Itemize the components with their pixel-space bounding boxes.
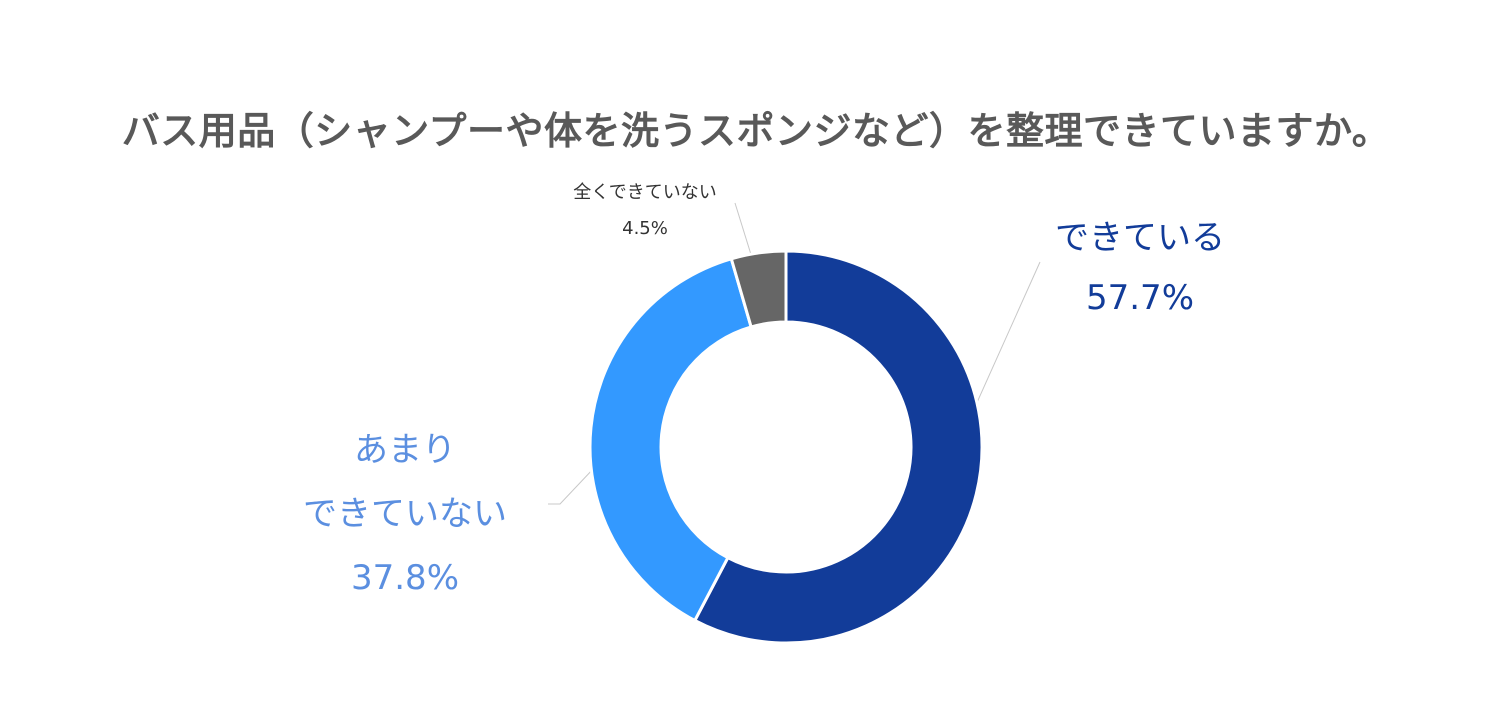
donut-slice-2 bbox=[729, 249, 788, 329]
donut-slice-1 bbox=[588, 256, 753, 623]
slice-name-amari-line1: あまり bbox=[354, 430, 456, 470]
slice-label-amari: あまり できていない 37.8% bbox=[270, 418, 540, 610]
slice-name-mattaku: 全くできていない bbox=[573, 182, 717, 203]
donut-slices bbox=[588, 249, 984, 645]
slice-label-mattaku: 全くできていない 4.5% bbox=[545, 175, 745, 247]
chart-title: バス用品（シャンプーや体を洗うスポンジなど）を整理できていますか。 bbox=[121, 109, 1391, 153]
donut-slice-0 bbox=[692, 249, 984, 645]
slice-name-dekiteiru: できている bbox=[1055, 218, 1225, 258]
slice-value-dekiteiru: 57.7% bbox=[1085, 278, 1194, 318]
slice-label-dekiteiru: できている 57.7% bbox=[1040, 208, 1240, 328]
slice-value-amari: 37.8% bbox=[350, 558, 459, 598]
slice-value-mattaku: 4.5% bbox=[622, 218, 668, 239]
slice-name-amari-line2: できていない bbox=[303, 494, 507, 534]
